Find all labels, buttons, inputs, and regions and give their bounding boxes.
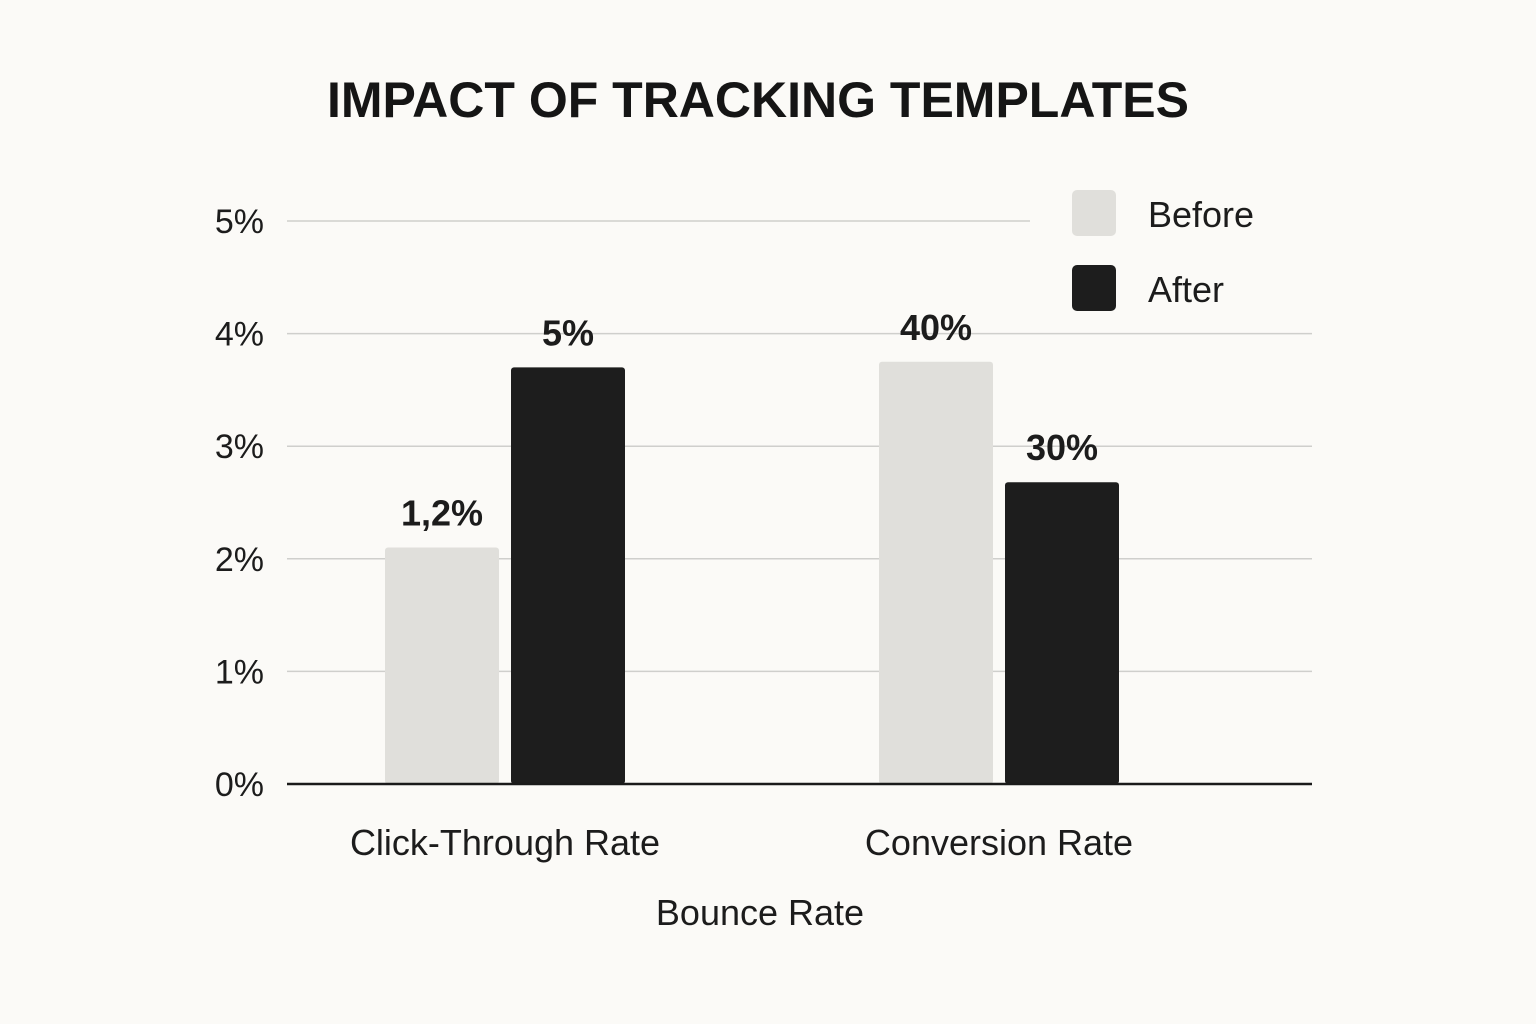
y-tick-label: 4% [215,316,264,354]
bar-after [511,367,625,784]
chart-title: IMPACT OF TRACKING TEMPLATES [327,72,1189,128]
y-tick-label: 3% [215,428,264,466]
value-labels: 1,2% 5% 40% 30% [401,307,1098,534]
bar-value-label: 1,2% [401,493,483,534]
y-tick-label: 2% [215,541,264,579]
legend-swatch-before [1072,190,1116,236]
legend-label-before: Before [1148,194,1254,235]
legend-swatch-after [1072,265,1116,311]
y-tick-label: 0% [215,766,264,804]
bar-before [879,361,993,784]
bar-value-label: 5% [542,312,594,353]
legend-label-after: After [1148,269,1224,310]
y-tick-label: 5% [215,203,264,241]
bars [385,361,1119,784]
bar-value-label: 40% [900,307,972,348]
bar-before [385,547,499,784]
legend: Before After [1072,190,1254,311]
y-tick-label: 1% [215,653,264,691]
x-tick-label: Conversion Rate [865,822,1133,863]
x-axis-label: Bounce Rate [656,892,864,933]
bar-after [1005,482,1119,784]
x-tick-label: Click-Through Rate [350,822,660,863]
bar-value-label: 30% [1026,427,1098,468]
axes: 0% 1% 2% 3% 4% 5% Click-Through Rate Conversion… [215,203,1312,863]
